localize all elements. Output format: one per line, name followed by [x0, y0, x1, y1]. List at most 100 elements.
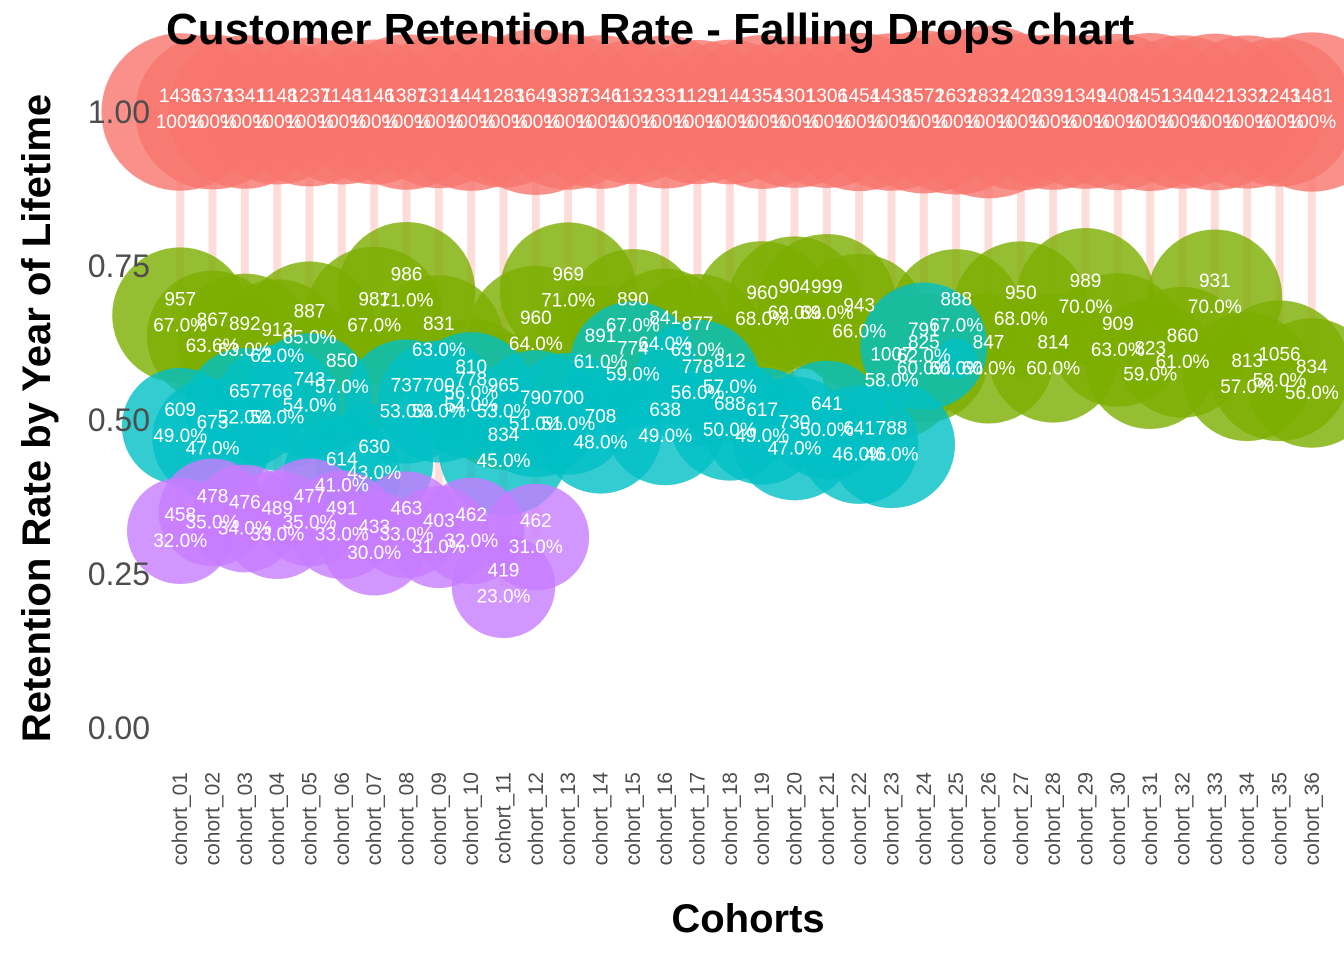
rate-label: 71.0% — [380, 291, 434, 312]
x-axis: cohort_01 cohort_02 cohort_03 cohort_04 coho… — [169, 772, 1324, 866]
x-tick-label: cohort_24 — [913, 772, 936, 866]
count-label: 1132 — [612, 86, 653, 107]
count-label: 1237 — [288, 86, 330, 107]
drop-segment — [628, 112, 637, 365]
count-label: 891 — [585, 326, 617, 347]
rate-label: 63.0% — [218, 340, 272, 361]
x-tick-label: cohort_16 — [654, 772, 677, 865]
rate-label: 68.0% — [735, 309, 789, 330]
rate-label: 69.0% — [800, 303, 854, 324]
count-label: 700 — [552, 388, 584, 409]
rate-label: 31.0% — [412, 537, 466, 558]
x-tick-label: cohort_28 — [1042, 772, 1065, 865]
count-label: 1436 — [159, 86, 201, 107]
rate-label: 52.0% — [250, 408, 304, 429]
count-label: 708 — [585, 406, 617, 427]
count-label: 957 — [164, 289, 196, 310]
rate-label: 100% — [156, 112, 205, 133]
count-label: 1243 — [1258, 86, 1300, 107]
rate-label: 49.0% — [638, 426, 692, 447]
count-label: 1148 — [321, 86, 362, 107]
count-label: 1387 — [385, 86, 427, 107]
rate-label: 100% — [1191, 112, 1240, 133]
count-label: 788 — [876, 419, 908, 440]
count-label: 462 — [520, 511, 552, 532]
rate-label: 52.0% — [218, 408, 272, 429]
rate-label: 67.0% — [347, 315, 401, 336]
count-label: 1314 — [418, 86, 461, 107]
count-label: 825 — [908, 332, 940, 353]
count-label: 1349 — [1064, 86, 1106, 107]
x-tick-label: cohort_25 — [945, 772, 968, 865]
count-label: 1340 — [1161, 86, 1203, 107]
rate-label: 64.0% — [638, 334, 692, 355]
count-label: 477 — [294, 486, 326, 507]
rate-label: 57.0% — [1220, 377, 1274, 398]
rate-label: 100% — [285, 112, 334, 133]
x-tick-label: cohort_22 — [848, 772, 871, 865]
rate-label: 67.0% — [606, 315, 660, 336]
x-axis-title: Cohorts — [671, 897, 824, 941]
count-label: 834 — [1296, 357, 1328, 378]
x-tick-label: cohort_11 — [493, 772, 516, 864]
count-label: 931 — [1199, 271, 1231, 292]
rate-label: 100% — [1126, 112, 1175, 133]
x-tick-label: cohort_08 — [396, 772, 419, 865]
x-tick-label: cohort_01 — [169, 772, 192, 865]
rate-label: 59.0% — [1123, 365, 1177, 386]
drop-segment — [952, 112, 961, 359]
rate-label: 100% — [1223, 112, 1272, 133]
rate-label: 58.0% — [865, 371, 919, 392]
count-label: 1306 — [806, 86, 848, 107]
x-tick-label: cohort_32 — [1172, 772, 1195, 865]
count-label: 890 — [617, 289, 649, 310]
y-tick-label: 1.00 — [88, 94, 150, 130]
rate-label: 45.0% — [477, 451, 531, 472]
count-label: 1451 — [1129, 86, 1171, 107]
x-tick-label: cohort_05 — [299, 772, 322, 865]
drop-segment — [1081, 112, 1090, 297]
count-label: 999 — [811, 277, 843, 298]
count-label: 877 — [682, 314, 714, 335]
bubble-point — [1247, 318, 1344, 448]
drop-segment — [1275, 112, 1284, 371]
x-tick-label: cohort_27 — [1010, 772, 1033, 865]
rate-label: 49.0% — [153, 426, 207, 447]
count-label: 614 — [326, 449, 358, 470]
rate-label: 33.0% — [315, 525, 369, 546]
rate-label: 32.0% — [444, 531, 498, 552]
count-label: 403 — [423, 511, 455, 532]
count-label: 887 — [294, 302, 326, 323]
count-label: 458 — [164, 505, 196, 526]
rate-label: 60.0% — [962, 358, 1016, 379]
rate-label: 23.0% — [477, 586, 531, 607]
rate-label: 63.0% — [1091, 340, 1145, 361]
count-label: 489 — [261, 499, 293, 520]
rate-label: 63.6% — [186, 336, 240, 357]
count-label: 657 — [229, 382, 261, 403]
count-label: 463 — [391, 499, 423, 520]
y-tick-label: 0.00 — [88, 710, 150, 746]
x-tick-label: cohort_12 — [525, 772, 548, 865]
rate-label: 100% — [964, 112, 1013, 133]
count-label: 791 — [908, 320, 940, 341]
rate-label: 65.0% — [283, 328, 337, 349]
rate-label: 53.0% — [412, 402, 466, 423]
rate-label: 68.0% — [994, 309, 1048, 330]
count-label: 790 — [520, 388, 552, 409]
count-label: 1832 — [967, 86, 1009, 107]
count-label: 950 — [1005, 283, 1037, 304]
count-label: 617 — [746, 400, 778, 421]
rate-label: 49.0% — [735, 426, 789, 447]
x-tick-label: cohort_10 — [460, 772, 483, 865]
count-label: 641 — [811, 394, 843, 415]
y-tick-label: 0.50 — [88, 402, 150, 438]
count-label: 1007 — [870, 345, 912, 366]
count-label: 1373 — [191, 86, 233, 107]
rate-label: 61.0% — [1156, 352, 1210, 373]
y-tick-label: 0.75 — [88, 248, 150, 284]
count-label: 913 — [261, 320, 293, 341]
count-label: 462 — [455, 505, 487, 526]
x-tick-label: cohort_07 — [363, 772, 386, 865]
